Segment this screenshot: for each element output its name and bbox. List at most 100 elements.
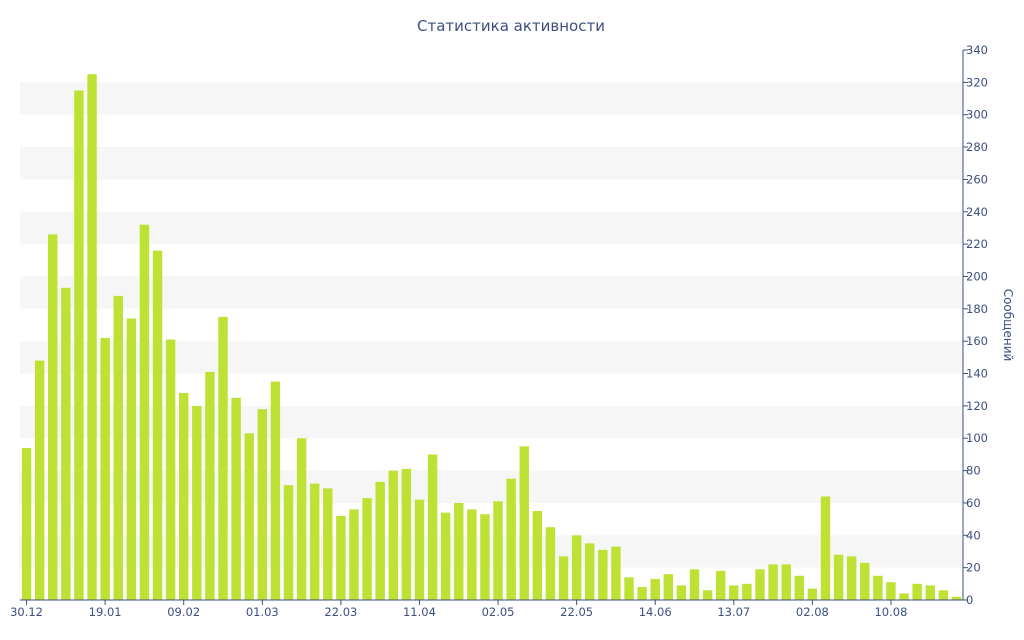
bar[interactable]: [506, 478, 516, 600]
bar[interactable]: [493, 501, 503, 600]
y-axis-title: Сообщений: [1001, 289, 1015, 362]
bar[interactable]: [951, 596, 962, 600]
x-tick-label: 02.05: [482, 605, 515, 619]
bar[interactable]: [598, 549, 608, 600]
y-tick-label: 160: [966, 334, 988, 348]
bar[interactable]: [362, 498, 372, 600]
y-tick-label: 140: [966, 367, 988, 381]
bar[interactable]: [545, 527, 556, 600]
bar[interactable]: [139, 224, 150, 600]
bar[interactable]: [152, 250, 163, 600]
y-tick-label: 80: [966, 464, 981, 478]
bar[interactable]: [585, 543, 595, 600]
x-tick-label: 30.12: [10, 605, 43, 619]
bar[interactable]: [270, 381, 281, 600]
bar[interactable]: [715, 570, 726, 600]
bar[interactable]: [401, 468, 412, 600]
bar[interactable]: [126, 318, 137, 600]
grid-band: [20, 276, 963, 309]
bar[interactable]: [768, 564, 778, 600]
bar[interactable]: [886, 582, 896, 600]
x-tick-label: 11.04: [403, 605, 436, 619]
bar[interactable]: [74, 90, 84, 600]
bar[interactable]: [218, 316, 228, 600]
bar[interactable]: [860, 562, 870, 600]
y-tick-label: 280: [966, 140, 988, 154]
bar[interactable]: [925, 585, 935, 600]
bar[interactable]: [611, 546, 621, 600]
bar[interactable]: [702, 590, 713, 600]
bar[interactable]: [414, 499, 425, 600]
x-tick-label: 09.02: [167, 605, 200, 619]
chart-title: Статистика активности: [417, 17, 605, 35]
bar[interactable]: [650, 578, 660, 600]
grid-band: [20, 405, 963, 439]
bar[interactable]: [388, 470, 398, 600]
bar[interactable]: [663, 574, 674, 600]
bar[interactable]: [899, 593, 909, 600]
x-tick-label: 19.01: [89, 605, 122, 619]
bar[interactable]: [179, 392, 189, 600]
bar[interactable]: [61, 287, 71, 600]
bar[interactable]: [21, 447, 32, 600]
x-tick-label: 02.08: [796, 605, 829, 619]
bar[interactable]: [571, 535, 582, 600]
bar[interactable]: [244, 433, 254, 600]
bar[interactable]: [807, 588, 818, 600]
bar[interactable]: [467, 509, 477, 600]
bar[interactable]: [755, 569, 765, 600]
bar[interactable]: [349, 509, 359, 600]
bar[interactable]: [48, 234, 58, 600]
y-tick-label: 40: [966, 528, 981, 542]
bar[interactable]: [113, 295, 123, 600]
bar[interactable]: [912, 583, 922, 600]
bar[interactable]: [192, 405, 202, 600]
y-axis-ticks: 0 20 40 60 80 100 120 140 160 180 200 220 240 260 280 3…: [963, 43, 988, 607]
bar[interactable]: [296, 438, 307, 600]
bar[interactable]: [519, 446, 529, 600]
y-tick-label: 320: [966, 75, 988, 89]
bar[interactable]: [375, 481, 385, 600]
bar[interactable]: [689, 569, 700, 600]
bar[interactable]: [742, 583, 752, 600]
bar[interactable]: [873, 575, 883, 600]
x-tick-label: 01.03: [246, 605, 279, 619]
y-tick-label: 200: [966, 269, 988, 283]
bar[interactable]: [100, 337, 110, 600]
bar[interactable]: [938, 590, 949, 600]
bar[interactable]: [532, 511, 543, 600]
bar[interactable]: [336, 515, 346, 600]
bar[interactable]: [820, 496, 831, 600]
y-tick-label: 260: [966, 172, 988, 186]
bar[interactable]: [283, 485, 294, 600]
bar[interactable]: [165, 339, 176, 600]
bar[interactable]: [637, 587, 647, 600]
grid-band: [20, 341, 963, 374]
bar[interactable]: [205, 371, 215, 600]
bar[interactable]: [676, 585, 687, 600]
bar[interactable]: [624, 577, 634, 600]
bar[interactable]: [794, 575, 804, 600]
grid-bands: [20, 82, 963, 568]
y-tick-label: 240: [966, 205, 988, 219]
bar[interactable]: [309, 483, 320, 600]
grid-band: [20, 211, 963, 245]
bar[interactable]: [781, 564, 791, 600]
bar[interactable]: [323, 488, 333, 600]
bar[interactable]: [846, 556, 857, 600]
y-tick-label: 0: [966, 593, 973, 607]
x-tick-label: 13.07: [717, 605, 750, 619]
bar[interactable]: [231, 397, 241, 600]
bar[interactable]: [427, 454, 438, 600]
bar[interactable]: [480, 514, 490, 600]
bar[interactable]: [440, 512, 451, 600]
bar[interactable]: [833, 554, 844, 600]
bar[interactable]: [558, 556, 569, 600]
bar[interactable]: [729, 585, 739, 600]
bar[interactable]: [454, 502, 464, 600]
bar[interactable]: [34, 360, 45, 600]
y-tick-label: 220: [966, 237, 988, 251]
bar[interactable]: [257, 409, 268, 600]
bar[interactable]: [87, 74, 97, 600]
